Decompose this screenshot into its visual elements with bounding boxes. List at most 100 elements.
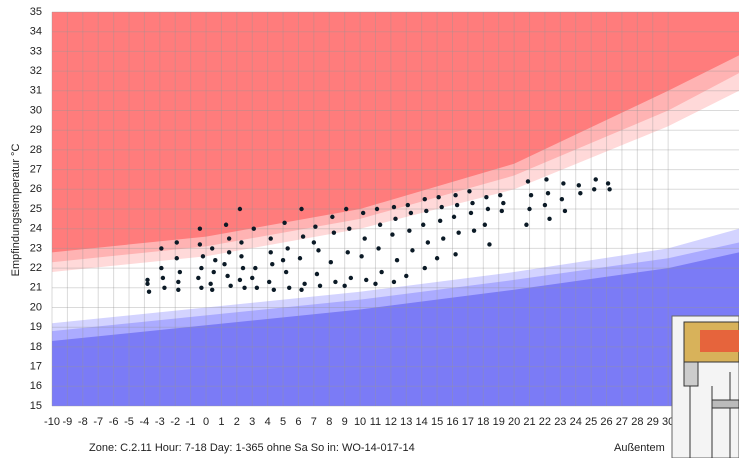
x-tick-label: 3 xyxy=(249,416,255,428)
data-point xyxy=(199,286,203,290)
x-tick-label: 21 xyxy=(523,416,535,428)
data-point xyxy=(333,280,337,284)
data-point xyxy=(176,280,180,284)
x-tick-label: 15 xyxy=(431,416,443,428)
data-point xyxy=(379,270,383,274)
data-point xyxy=(222,262,226,266)
y-tick-label: 25 xyxy=(30,203,42,215)
y-tick-label: 23 xyxy=(30,242,42,254)
data-point xyxy=(238,207,242,211)
y-axis-label: Empfindungstemperatur °C xyxy=(10,144,22,277)
data-point xyxy=(147,290,151,294)
x-tick-label: 26 xyxy=(600,416,612,428)
data-point xyxy=(208,282,212,286)
y-tick-label: 16 xyxy=(30,380,42,392)
data-point xyxy=(452,215,456,219)
y-tick-label: 30 xyxy=(30,104,42,116)
data-point xyxy=(410,248,414,252)
data-point xyxy=(421,223,425,227)
data-point xyxy=(210,246,214,250)
data-point xyxy=(227,250,231,254)
data-point xyxy=(487,242,491,246)
x-tick-label: 20 xyxy=(508,416,520,428)
y-tick-label: 28 xyxy=(30,144,42,156)
y-tick-label: 27 xyxy=(30,164,42,176)
data-point xyxy=(318,284,322,288)
y-tick-label: 26 xyxy=(30,183,42,195)
data-point xyxy=(395,258,399,262)
x-tick-label: 10 xyxy=(354,416,366,428)
data-point xyxy=(472,228,476,232)
data-point xyxy=(312,240,316,244)
y-tick-label: 21 xyxy=(30,282,42,294)
data-point xyxy=(269,236,273,240)
data-point xyxy=(161,276,165,280)
data-point xyxy=(486,207,490,211)
x-tick-label: -3 xyxy=(155,416,165,428)
y-tick-label: 20 xyxy=(30,301,42,313)
data-point xyxy=(178,270,182,274)
x-tick-label: -7 xyxy=(93,416,103,428)
data-point xyxy=(175,240,179,244)
y-tick-label: 34 xyxy=(30,26,42,38)
data-point xyxy=(578,191,582,195)
x-tick-label: 19 xyxy=(493,416,505,428)
data-point xyxy=(299,288,303,292)
data-point xyxy=(201,254,205,258)
data-point xyxy=(198,242,202,246)
x-tick-label: 1 xyxy=(218,416,224,428)
data-point xyxy=(196,276,200,280)
data-point xyxy=(441,236,445,240)
data-point xyxy=(426,240,430,244)
data-point xyxy=(469,211,473,215)
data-point xyxy=(423,266,427,270)
data-point xyxy=(500,209,504,213)
data-point xyxy=(607,187,611,191)
data-point xyxy=(299,207,303,211)
data-point xyxy=(526,179,530,183)
data-point xyxy=(282,221,286,225)
inset-image xyxy=(672,316,739,458)
data-point xyxy=(378,223,382,227)
data-point xyxy=(316,248,320,252)
y-tick-label: 15 xyxy=(30,400,42,412)
data-point xyxy=(250,276,254,280)
data-point xyxy=(543,203,547,207)
data-point xyxy=(301,234,305,238)
data-point xyxy=(332,230,336,234)
data-point xyxy=(594,177,598,181)
x-tick-label: -1 xyxy=(186,416,196,428)
data-point xyxy=(198,227,202,231)
data-point xyxy=(484,195,488,199)
data-point xyxy=(501,201,505,205)
data-point xyxy=(455,203,459,207)
data-point xyxy=(239,254,243,258)
data-point xyxy=(298,256,302,260)
data-point xyxy=(330,215,334,219)
data-point xyxy=(424,209,428,213)
data-point xyxy=(239,240,243,244)
x-tick-label: 13 xyxy=(400,416,412,428)
data-point xyxy=(284,270,288,274)
x-tick-label: -10 xyxy=(44,416,60,428)
x-tick-label: -5 xyxy=(124,416,134,428)
data-point xyxy=(241,266,245,270)
data-point xyxy=(560,197,564,201)
x-tick-label: -9 xyxy=(63,416,73,428)
x-tick-label: 8 xyxy=(326,416,332,428)
x-tick-label: 16 xyxy=(446,416,458,428)
data-point xyxy=(252,227,256,231)
data-point xyxy=(392,280,396,284)
data-point xyxy=(210,288,214,292)
data-point xyxy=(544,177,548,181)
data-point xyxy=(527,207,531,211)
data-point xyxy=(361,211,365,215)
data-point xyxy=(423,197,427,201)
y-tick-label: 19 xyxy=(30,321,42,333)
data-point xyxy=(577,183,581,187)
data-point xyxy=(456,230,460,234)
data-point xyxy=(344,207,348,211)
x-tick-label: 22 xyxy=(539,416,551,428)
y-tick-label: 24 xyxy=(30,223,42,235)
y-tick-label: 32 xyxy=(30,65,42,77)
